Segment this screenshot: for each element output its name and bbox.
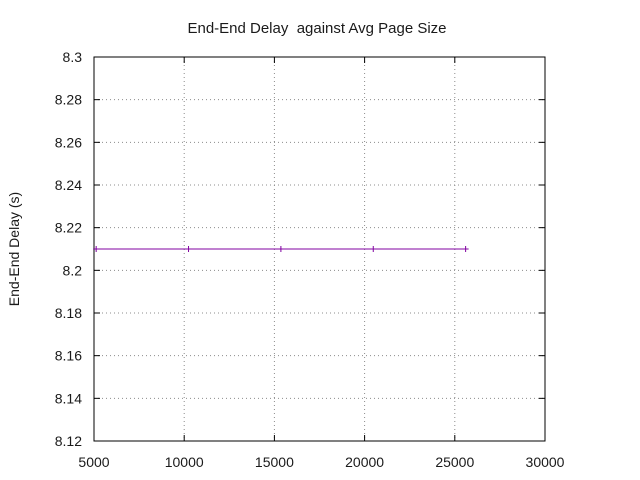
x-tick-label: 15000 bbox=[255, 454, 294, 470]
x-tick-label: 5000 bbox=[78, 454, 109, 470]
y-axis: 8.12 8.14 8.16 8.18 8.2 8.22 8.24 8.26 8.28 8.3 bbox=[55, 49, 545, 449]
x-axis: 5000 10000 15000 20000 25000 30000 bbox=[78, 57, 565, 470]
data-point bbox=[370, 246, 377, 252]
data-point bbox=[185, 246, 192, 252]
y-tick-label: 8.24 bbox=[55, 177, 82, 193]
y-tick-label: 8.28 bbox=[55, 92, 82, 108]
y-tick-label: 8.16 bbox=[55, 348, 82, 364]
chart-title: End-End Delay against Avg Page Size bbox=[187, 20, 446, 37]
data-point bbox=[93, 246, 100, 252]
y-axis-label: End-End Delay (s) bbox=[6, 192, 22, 306]
data-point bbox=[277, 246, 284, 252]
x-tick-label: 25000 bbox=[435, 454, 474, 470]
y-tick-label: 8.3 bbox=[63, 49, 83, 65]
y-tick-label: 8.14 bbox=[55, 390, 82, 406]
y-tick-label: 8.18 bbox=[55, 305, 82, 321]
y-tick-label: 8.26 bbox=[55, 134, 82, 150]
series bbox=[93, 246, 469, 252]
x-tick-label: 30000 bbox=[526, 454, 565, 470]
data-point bbox=[462, 246, 469, 252]
x-tick-label: 10000 bbox=[165, 454, 204, 470]
y-tick-label: 8.2 bbox=[63, 262, 83, 278]
y-tick-label: 8.12 bbox=[55, 433, 82, 449]
x-tick-label: 20000 bbox=[345, 454, 384, 470]
y-tick-label: 8.22 bbox=[55, 220, 82, 236]
